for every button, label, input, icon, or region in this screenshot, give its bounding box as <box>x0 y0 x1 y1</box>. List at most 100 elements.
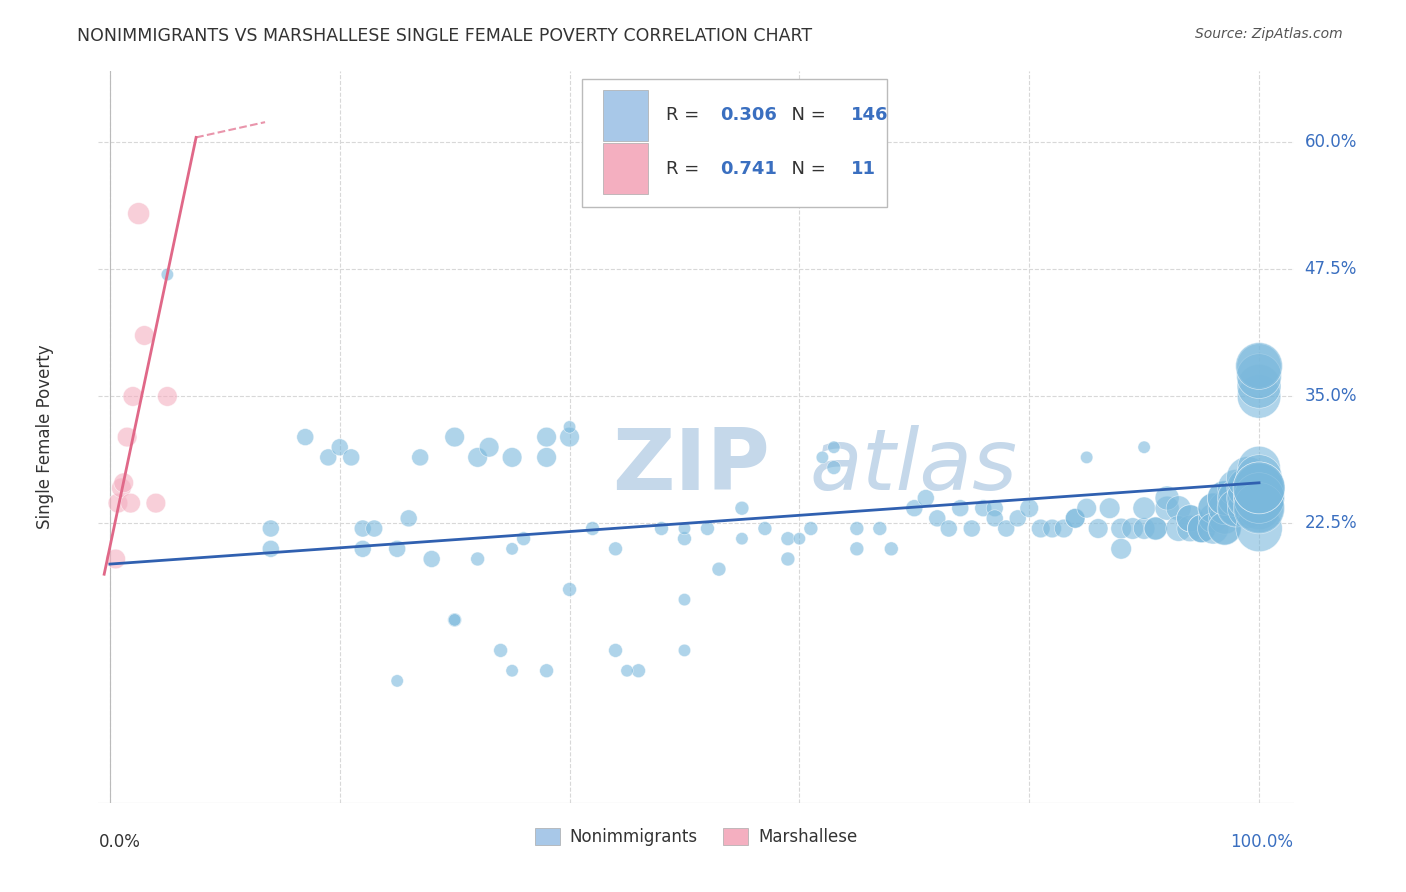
Point <box>1247 460 1270 475</box>
Point <box>1076 501 1098 516</box>
Point <box>409 450 432 465</box>
Point <box>536 664 558 678</box>
Point <box>1213 521 1236 535</box>
Point <box>352 541 374 556</box>
Point <box>1191 521 1213 535</box>
Point <box>1247 359 1270 373</box>
Text: 100.0%: 100.0% <box>1230 833 1294 851</box>
Point <box>467 450 489 465</box>
Point <box>1247 359 1270 373</box>
Point <box>134 328 156 343</box>
Point <box>1053 521 1076 535</box>
Point <box>1236 481 1258 495</box>
Point <box>294 430 316 444</box>
Point <box>536 430 558 444</box>
Point <box>581 521 603 535</box>
Point <box>558 420 581 434</box>
Point <box>673 532 696 546</box>
Point <box>1064 511 1087 525</box>
Point <box>1225 501 1247 516</box>
Point <box>558 582 581 597</box>
Point <box>489 643 512 657</box>
Point <box>1167 521 1189 535</box>
Point <box>1213 521 1236 535</box>
Point <box>1236 471 1258 485</box>
Point <box>823 440 845 454</box>
Point <box>501 450 523 465</box>
Point <box>536 450 558 465</box>
Point <box>1144 521 1167 535</box>
Point <box>960 521 983 535</box>
Text: 11: 11 <box>852 160 876 178</box>
Text: Single Female Poverty: Single Female Poverty <box>35 345 53 529</box>
Point <box>1247 491 1270 505</box>
Point <box>1236 491 1258 505</box>
Point <box>1007 511 1029 525</box>
Text: Source: ZipAtlas.com: Source: ZipAtlas.com <box>1195 27 1343 41</box>
Point <box>128 206 150 220</box>
Point <box>1247 491 1270 505</box>
Point <box>754 521 776 535</box>
Point <box>420 552 443 566</box>
Point <box>1109 521 1132 535</box>
Point <box>869 521 891 535</box>
Point <box>903 501 925 516</box>
Point <box>789 532 811 546</box>
FancyBboxPatch shape <box>603 143 648 194</box>
Text: 0.306: 0.306 <box>720 106 776 124</box>
Point <box>112 475 135 490</box>
Point <box>995 521 1018 535</box>
Point <box>1213 491 1236 505</box>
Point <box>1247 481 1270 495</box>
Point <box>1247 379 1270 393</box>
Point <box>776 552 799 566</box>
Point <box>478 440 501 454</box>
Point <box>1247 501 1270 516</box>
Point <box>1156 501 1178 516</box>
Text: 0.0%: 0.0% <box>98 833 141 851</box>
Point <box>914 491 936 505</box>
Point <box>443 430 465 444</box>
Point <box>329 440 352 454</box>
Point <box>1178 521 1201 535</box>
Text: N =: N = <box>779 160 837 178</box>
Point <box>1144 521 1167 535</box>
Text: atlas: atlas <box>810 425 1018 508</box>
Point <box>1247 481 1270 495</box>
Text: R =: R = <box>666 160 711 178</box>
Text: 47.5%: 47.5% <box>1305 260 1357 278</box>
Point <box>938 521 960 535</box>
Point <box>1247 491 1270 505</box>
Point <box>1247 521 1270 535</box>
Point <box>1247 491 1270 505</box>
Point <box>156 389 179 403</box>
FancyBboxPatch shape <box>582 78 887 207</box>
Point <box>627 664 650 678</box>
Point <box>605 643 627 657</box>
Point <box>1247 471 1270 485</box>
Point <box>122 389 145 403</box>
Point <box>1213 501 1236 516</box>
Point <box>443 613 465 627</box>
Point <box>984 511 1007 525</box>
Point <box>1236 491 1258 505</box>
FancyBboxPatch shape <box>603 90 648 141</box>
Point <box>1247 369 1270 384</box>
Point <box>260 541 283 556</box>
Point <box>731 532 754 546</box>
Point <box>1247 491 1270 505</box>
Point <box>673 521 696 535</box>
Point <box>501 664 523 678</box>
Point <box>1247 491 1270 505</box>
Point <box>605 541 627 556</box>
Point <box>949 501 972 516</box>
Point <box>1029 521 1052 535</box>
Point <box>1247 389 1270 403</box>
Point <box>650 521 672 535</box>
Point <box>1064 511 1087 525</box>
Point <box>1178 511 1201 525</box>
Point <box>673 592 696 607</box>
Text: ZIP: ZIP <box>613 425 770 508</box>
Point <box>120 496 142 510</box>
Point <box>1225 491 1247 505</box>
